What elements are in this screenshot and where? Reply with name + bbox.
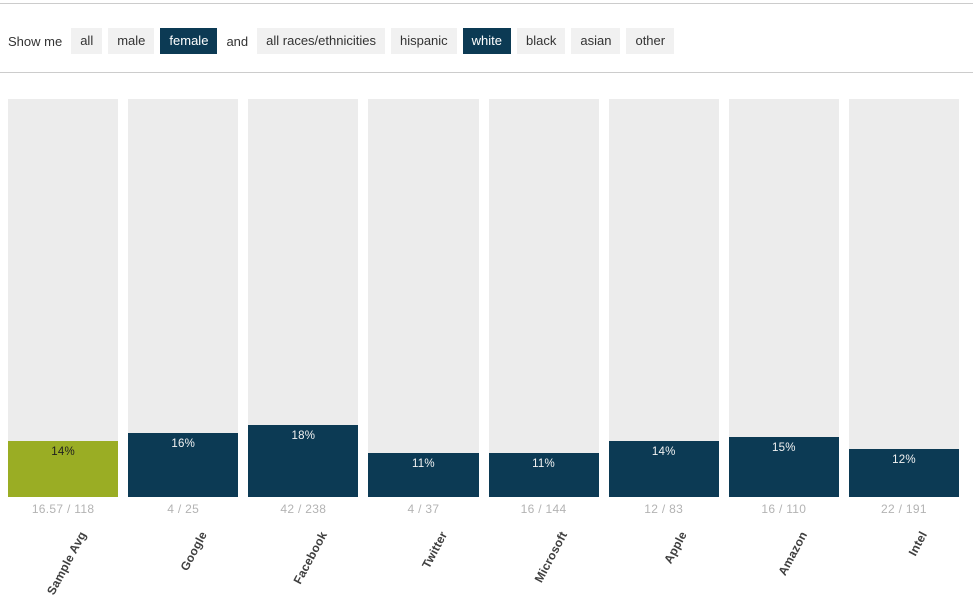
value-bar[interactable]: 12%	[848, 449, 959, 497]
filter-race-white[interactable]: white	[462, 28, 512, 54]
category-label: Google	[177, 529, 210, 574]
category-label-area: Sample Avg	[8, 517, 118, 609]
category-label-area: Microsoft	[489, 517, 599, 609]
fraction-label: 16 / 144	[520, 502, 567, 516]
race-filter-group: all races/ethnicities hispanic white black a…	[257, 28, 675, 54]
fraction-label: 12 / 83	[644, 502, 684, 516]
filter-race-black[interactable]: black	[517, 28, 566, 54]
chart-column-sample-avg: 14% 16.57 / 118 Sample Avg	[8, 99, 119, 609]
bar-value-label: 14%	[51, 446, 75, 459]
category-label-area: Twitter	[368, 517, 478, 609]
filter-gender-female[interactable]: female	[160, 28, 218, 54]
bar-track: 14%	[8, 99, 119, 497]
category-label: Microsoft	[531, 529, 570, 585]
bar-value-label: 12%	[892, 454, 916, 467]
chart-column-intel: 12% 22 / 191 Intel	[848, 99, 959, 609]
top-divider	[0, 3, 973, 4]
category-label-area: Amazon	[729, 517, 839, 609]
bar-track: 15%	[728, 99, 839, 497]
category-label: Intel	[905, 529, 931, 559]
filter-gender-male[interactable]: male	[108, 28, 155, 54]
category-label: Amazon	[775, 529, 811, 578]
category-label-area: Apple	[609, 517, 719, 609]
bar-value-label: 16%	[171, 438, 195, 451]
filter-race-hispanic[interactable]: hispanic	[390, 28, 457, 54]
show-me-label: Show me	[8, 33, 63, 49]
filter-race-asian[interactable]: asian	[571, 28, 621, 54]
bar-track: 11%	[368, 99, 479, 497]
value-bar[interactable]: 18%	[248, 425, 359, 497]
category-label-area: Google	[128, 517, 238, 609]
category-label: Sample Avg	[44, 529, 90, 598]
filter-race-all-races-ethnicities[interactable]: all races/ethnicities	[257, 28, 385, 54]
value-bar[interactable]: 14%	[608, 441, 719, 497]
filter-chart-divider	[0, 72, 973, 73]
category-label-area: Intel	[849, 517, 959, 609]
bar-chart: 14% 16.57 / 118 Sample Avg 16% 4 / 25 Go…	[8, 99, 959, 609]
filter-gender-all[interactable]: all	[71, 28, 103, 54]
bar-value-label: 14%	[651, 446, 676, 459]
fraction-label: 4 / 25	[167, 502, 200, 516]
bar-track: 16%	[128, 99, 239, 497]
bar-value-label: 11%	[412, 458, 435, 471]
chart-column-microsoft: 11% 16 / 144 Microsoft	[488, 99, 599, 609]
category-label: Facebook	[290, 529, 330, 587]
filter-bar: Show me all male female and all races/ethn…	[5, 28, 968, 54]
chart-column-amazon: 15% 16 / 110 Amazon	[728, 99, 839, 609]
chart-column-apple: 14% 12 / 83 Apple	[608, 99, 719, 609]
bar-track: 12%	[848, 99, 959, 497]
gender-filter-group: all male female	[71, 28, 218, 54]
bar-value-label: 11%	[532, 458, 555, 471]
value-bar[interactable]: 14%	[8, 441, 119, 497]
fraction-label: 22 / 191	[881, 502, 927, 516]
bar-track: 18%	[248, 99, 359, 497]
category-label-area: Facebook	[248, 517, 358, 609]
value-bar[interactable]: 15%	[728, 437, 839, 497]
fraction-label: 42 / 238	[280, 502, 327, 516]
value-bar[interactable]: 11%	[368, 453, 479, 497]
bar-value-label: 15%	[772, 442, 796, 455]
category-label: Apple	[661, 529, 691, 566]
chart-column-google: 16% 4 / 25 Google	[128, 99, 239, 609]
fraction-label: 16.57 / 118	[31, 502, 95, 516]
category-label: Twitter	[418, 529, 450, 571]
value-bar[interactable]: 11%	[488, 453, 599, 497]
fraction-label: 16 / 110	[761, 502, 807, 516]
bar-track: 11%	[488, 99, 599, 497]
bar-track: 14%	[608, 99, 719, 497]
filter-race-other[interactable]: other	[626, 28, 675, 54]
and-label: and	[226, 33, 249, 49]
fraction-label: 4 / 37	[407, 502, 440, 516]
value-bar[interactable]: 16%	[128, 433, 239, 497]
bar-value-label: 18%	[291, 430, 316, 443]
chart-column-facebook: 18% 42 / 238 Facebook	[248, 99, 359, 609]
chart-column-twitter: 11% 4 / 37 Twitter	[368, 99, 479, 609]
